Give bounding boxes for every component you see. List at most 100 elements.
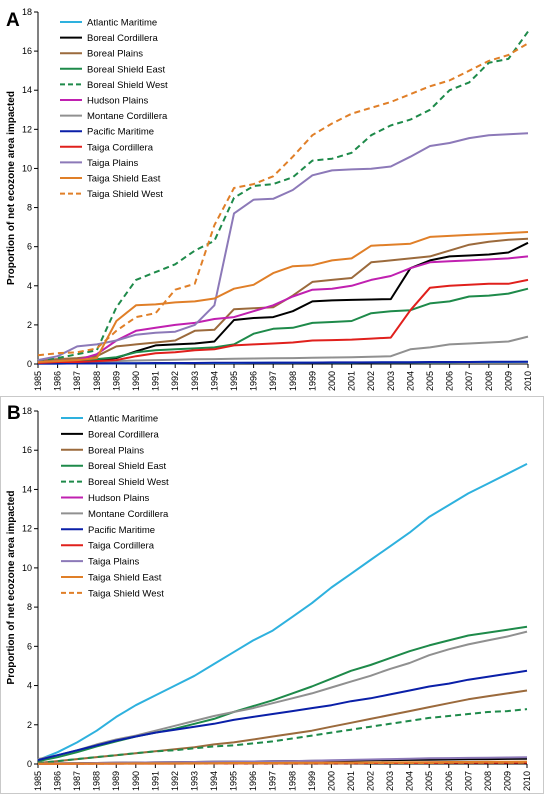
y-axis-label: Proportion of net ecozone area impacted bbox=[6, 91, 17, 285]
y-tick-label: 16 bbox=[22, 445, 32, 455]
line-chart-b: 0 2 4 6 8 10 12 14 16 18 1985 1986 1987 1988 1989 1990 1… bbox=[6, 406, 532, 791]
series-line-4 bbox=[37, 287, 529, 363]
x-tick-label: 1993 bbox=[190, 371, 200, 391]
panel-label-b: B bbox=[7, 403, 21, 424]
series-line-11 bbox=[37, 231, 529, 363]
x-tick-label: 1998 bbox=[288, 371, 298, 391]
x-tick-label: 2001 bbox=[346, 771, 356, 791]
legend-label: Boreal Shield East bbox=[87, 64, 166, 75]
x-tick-label: 2007 bbox=[464, 371, 474, 391]
legend-label: Boreal Shield West bbox=[87, 80, 168, 91]
x-tick-label: 1999 bbox=[307, 771, 317, 791]
y-tick-label: 0 bbox=[27, 359, 32, 369]
legend-label: Boreal Plains bbox=[87, 49, 143, 60]
x-tick-label: 1990 bbox=[131, 371, 141, 391]
x-tick-label: 2006 bbox=[444, 771, 454, 791]
x-tick-label: 1993 bbox=[189, 771, 199, 791]
legend-label: Taiga Cordillera bbox=[87, 142, 154, 153]
x-tick-label: 1991 bbox=[151, 371, 161, 391]
y-tick-label: 10 bbox=[22, 163, 32, 173]
y-tick-label: 14 bbox=[22, 85, 32, 95]
x-tick-label: 2000 bbox=[326, 771, 336, 791]
y-tick-label: 4 bbox=[27, 681, 32, 691]
series-line-8 bbox=[38, 360, 529, 365]
legend-label: Boreal Cordillera bbox=[87, 33, 158, 44]
x-tick-label: 2010 bbox=[522, 771, 532, 791]
x-tick-label: 2009 bbox=[502, 771, 512, 791]
x-tick-label: 1994 bbox=[209, 771, 219, 791]
y-tick-label: 8 bbox=[27, 203, 32, 213]
legend-label: Atlantic Maritime bbox=[87, 18, 157, 29]
chart-panel-b: B 0 2 4 6 8 10 12 14 16 18 1985 1986 1987 1988 1989 199… bbox=[0, 396, 544, 794]
legend-label: Pacific Maritime bbox=[87, 127, 154, 138]
y-tick-label: 0 bbox=[27, 759, 32, 769]
legend-label: Boreal Plains bbox=[88, 445, 144, 456]
x-tick-label: 2004 bbox=[405, 771, 415, 791]
x-tick-label: 2001 bbox=[347, 371, 357, 391]
y-tick-label: 2 bbox=[27, 720, 32, 730]
x-tick-label: 1985 bbox=[33, 771, 43, 791]
x-tick-label: 1989 bbox=[111, 371, 121, 391]
legend-label: Taiga Plains bbox=[88, 557, 139, 568]
x-tick-label: 2009 bbox=[503, 371, 513, 391]
legend-label: Boreal Shield East bbox=[88, 461, 167, 472]
legend-label: Hudson Plains bbox=[88, 493, 150, 504]
y-axis-label: Proportion of net ecozone area impacted bbox=[6, 491, 17, 685]
x-tick-label: 2008 bbox=[483, 771, 493, 791]
x-tick-label: 2007 bbox=[463, 771, 473, 791]
x-tick-label: 1995 bbox=[229, 771, 239, 791]
x-tick-label: 1991 bbox=[150, 771, 160, 791]
series-line-9 bbox=[37, 278, 529, 364]
x-tick-label: 1986 bbox=[53, 771, 63, 791]
legend-label: Boreal Cordillera bbox=[88, 429, 159, 440]
x-tick-label: 1998 bbox=[287, 771, 297, 791]
legend-label: Pacific Maritime bbox=[88, 525, 155, 536]
series-line-10 bbox=[37, 132, 529, 362]
legend-label: Montane Cordillera bbox=[88, 509, 169, 520]
y-tick-label: 16 bbox=[22, 46, 32, 56]
legend-label: Montane Cordillera bbox=[87, 111, 168, 122]
x-tick-label: 2005 bbox=[424, 771, 434, 791]
legend-label: Taiga Shield East bbox=[88, 573, 162, 584]
legend-label: Atlantic Maritime bbox=[88, 414, 158, 425]
line-chart-a: 0 2 4 6 8 10 12 14 16 18 1985 1986 1987 1988 1989 1990 1… bbox=[6, 7, 533, 391]
x-tick-label: 2000 bbox=[327, 371, 337, 391]
x-tick-label: 1987 bbox=[72, 371, 82, 391]
x-tick-label: 1992 bbox=[170, 771, 180, 791]
y-tick-label: 14 bbox=[22, 484, 32, 494]
legend-label: Taiga Shield West bbox=[88, 588, 164, 599]
x-tick-label: 1999 bbox=[307, 371, 317, 391]
x-tick-label: 1997 bbox=[268, 371, 278, 391]
series-line-1 bbox=[37, 463, 528, 762]
series-line-8 bbox=[37, 669, 528, 762]
y-tick-label: 18 bbox=[22, 406, 32, 416]
y-tick-label: 2 bbox=[27, 320, 32, 330]
x-tick-label: 2004 bbox=[405, 371, 415, 391]
x-tick-label: 1994 bbox=[209, 371, 219, 391]
x-tick-label: 2002 bbox=[366, 771, 376, 791]
x-tick-label: 1989 bbox=[111, 771, 121, 791]
x-tick-label: 1985 bbox=[33, 371, 43, 391]
legend-label: Hudson Plains bbox=[87, 96, 149, 107]
x-tick-label: 1995 bbox=[229, 371, 239, 391]
x-tick-label: 1996 bbox=[249, 371, 259, 391]
x-tick-label: 2003 bbox=[385, 771, 395, 791]
panel-label-a: A bbox=[6, 10, 20, 31]
x-tick-label: 1997 bbox=[268, 771, 278, 791]
x-tick-label: 2002 bbox=[366, 371, 376, 391]
x-tick-label: 2010 bbox=[523, 371, 533, 391]
legend-label: Taiga Shield East bbox=[87, 174, 161, 185]
legend-label: Taiga Cordillera bbox=[88, 541, 155, 552]
y-tick-label: 10 bbox=[22, 563, 32, 573]
series-line-7 bbox=[37, 335, 529, 364]
legend-label: Taiga Plains bbox=[87, 158, 138, 169]
series-line-5 bbox=[37, 31, 529, 362]
x-tick-label: 2003 bbox=[386, 371, 396, 391]
y-tick-label: 18 bbox=[22, 7, 32, 17]
x-tick-label: 2008 bbox=[484, 371, 494, 391]
y-tick-label: 6 bbox=[27, 242, 32, 252]
x-tick-label: 1987 bbox=[72, 771, 82, 791]
legend-label: Boreal Shield West bbox=[88, 477, 169, 488]
x-tick-label: 1990 bbox=[131, 771, 141, 791]
series-line-6 bbox=[37, 255, 529, 363]
